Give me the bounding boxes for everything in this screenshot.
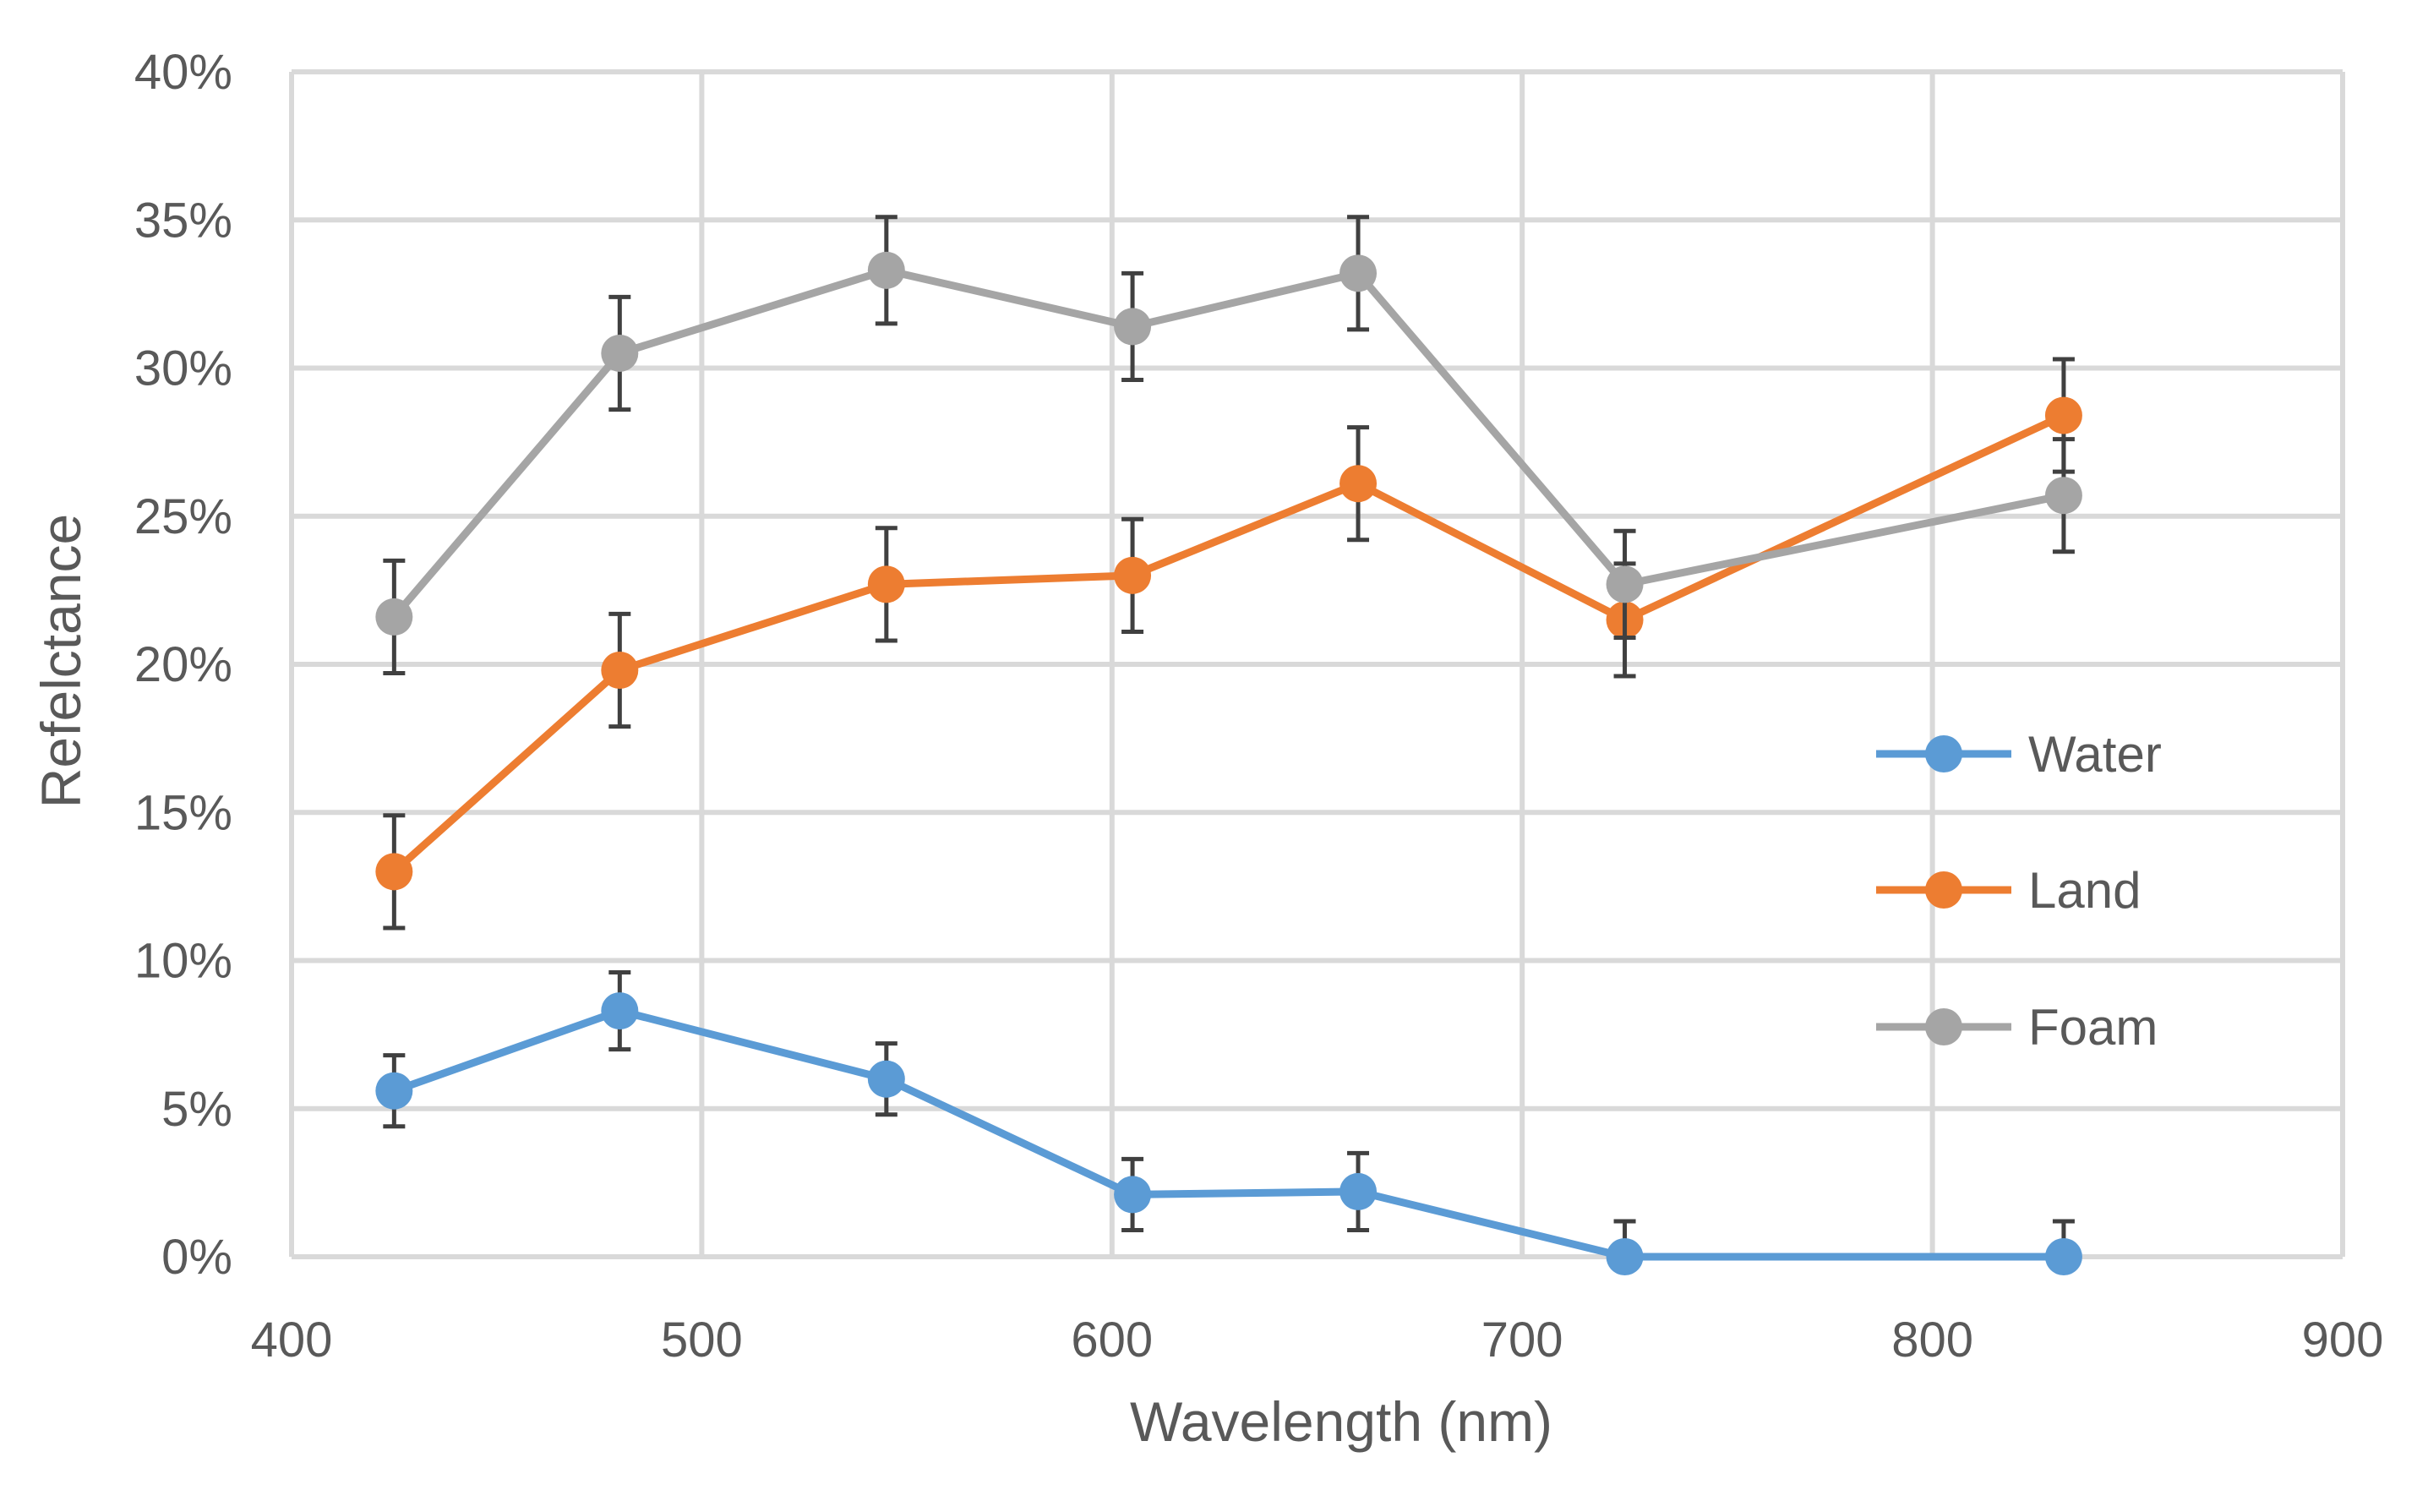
x-tick-label: 700 <box>1481 1313 1563 1367</box>
data-point-foam <box>2044 477 2082 515</box>
legend-marker-land <box>1925 871 1962 909</box>
data-point-foam <box>1114 308 1152 346</box>
data-point-land <box>375 853 413 891</box>
legend-label-foam: Foam <box>2028 999 2158 1056</box>
series-layer <box>375 215 2082 1275</box>
legend-label-land: Land <box>2028 862 2141 919</box>
legend-item-land: Land <box>1876 862 2141 919</box>
data-point-water <box>1606 1238 1644 1275</box>
x-tick-label: 500 <box>661 1313 743 1367</box>
data-point-land <box>2044 396 2082 434</box>
legend-item-water: Water <box>1876 726 2162 783</box>
series-water <box>375 970 2082 1275</box>
data-point-foam <box>375 598 413 636</box>
y-tick-label: 10% <box>134 934 232 989</box>
y-tick-label: 0% <box>161 1230 232 1285</box>
data-point-foam <box>867 251 905 289</box>
y-tick-label: 40% <box>134 45 232 100</box>
series-foam <box>375 215 2082 676</box>
x-axis-title: Wavelength (nm) <box>1130 1390 1552 1453</box>
data-point-land <box>1114 556 1152 594</box>
data-point-land <box>601 652 639 690</box>
legend-marker-foam <box>1925 1008 1962 1045</box>
data-point-land <box>1339 465 1378 503</box>
y-tick-label: 25% <box>134 489 232 544</box>
legend-label-water: Water <box>2028 726 2162 783</box>
x-tick-label: 600 <box>1071 1313 1153 1367</box>
y-tick-label: 35% <box>134 193 232 248</box>
data-point-water <box>1339 1172 1378 1210</box>
data-point-water <box>1114 1176 1152 1214</box>
y-axis-title: Refelctance <box>30 514 92 809</box>
data-point-land <box>867 565 905 603</box>
legend-item-foam: Foam <box>1876 999 2158 1056</box>
y-axis-ticks: 0% 5% 10% 15% 20% 25% 30% 35% 40% <box>134 45 232 1285</box>
y-tick-label: 20% <box>134 637 232 692</box>
data-point-foam <box>601 334 639 372</box>
series-line-foam <box>390 266 2065 620</box>
series-line-land <box>391 412 2065 875</box>
x-tick-label: 800 <box>1891 1313 1973 1367</box>
data-point-water <box>2044 1238 2082 1275</box>
x-tick-label: 900 <box>2302 1313 2384 1367</box>
y-tick-label: 5% <box>161 1082 232 1137</box>
y-tick-label: 15% <box>134 785 232 840</box>
legend: Water Land Foam <box>1876 726 2162 1056</box>
x-tick-label: 400 <box>251 1313 333 1367</box>
x-axis-ticks: 400 500 600 700 800 900 <box>251 1313 2384 1367</box>
series-land <box>375 357 2082 931</box>
series-line-water <box>392 1007 2064 1261</box>
data-point-water <box>375 1072 413 1110</box>
data-point-water <box>601 992 639 1030</box>
grid-layer <box>289 69 2345 1259</box>
data-point-water <box>867 1060 905 1098</box>
data-point-foam <box>1606 565 1644 603</box>
y-tick-label: 30% <box>134 341 232 396</box>
data-point-foam <box>1339 254 1378 292</box>
legend-marker-water <box>1925 735 1962 772</box>
